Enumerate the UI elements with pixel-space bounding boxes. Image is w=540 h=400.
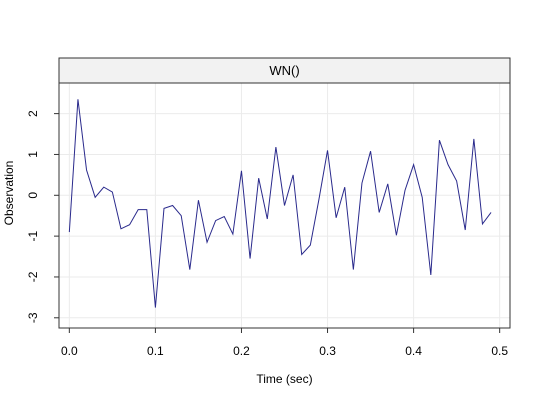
series-line bbox=[68, 99, 492, 308]
y-tick-label: 0 bbox=[26, 192, 40, 199]
x-tick-label: 0.5 bbox=[491, 344, 508, 358]
grid-layer bbox=[59, 83, 510, 328]
y-tick-label: 1 bbox=[26, 151, 40, 158]
y-axis-label: Observation bbox=[2, 161, 16, 226]
x-tick-label: 0.2 bbox=[233, 344, 250, 358]
panel-title: WN() bbox=[269, 63, 299, 78]
x-axis: 0.0 0.1 0.2 0.3 0.4 0.5 bbox=[61, 328, 508, 358]
x-axis-label: Time (sec) bbox=[256, 372, 312, 386]
panel-strip: WN() bbox=[58, 57, 511, 84]
x-tick-label: 0.1 bbox=[147, 344, 164, 358]
y-axis: -3 -2 -1 0 1 2 bbox=[26, 110, 59, 323]
x-tick-label: 0.3 bbox=[319, 344, 336, 358]
x-tick-label: 0.4 bbox=[405, 344, 422, 358]
y-tick-label: 2 bbox=[26, 110, 40, 117]
y-tick-label: -3 bbox=[26, 312, 40, 323]
plot-panel-border bbox=[58, 82, 511, 329]
x-tick-label: 0.0 bbox=[61, 344, 78, 358]
y-tick-label: -1 bbox=[26, 230, 40, 241]
series-layer bbox=[68, 99, 492, 308]
panel-strip-background bbox=[58, 57, 511, 84]
y-tick-label: -2 bbox=[26, 271, 40, 282]
